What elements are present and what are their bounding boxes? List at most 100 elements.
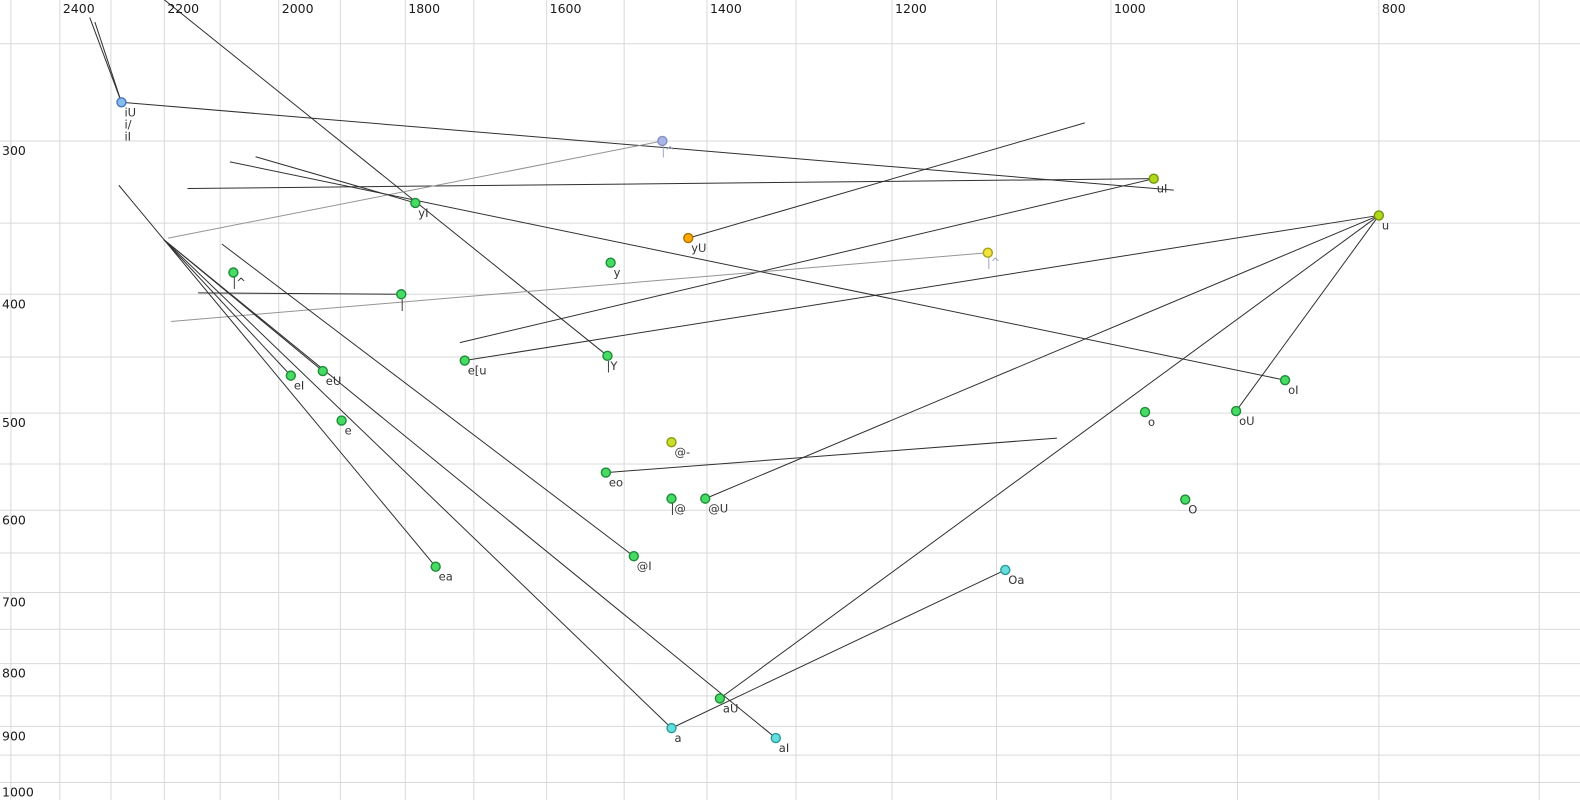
trajectory-line-6 <box>163 0 608 357</box>
trajectory-line-21 <box>605 437 1057 474</box>
x-tick-label-1000: 1000 <box>1114 1 1146 16</box>
y-tick-label-800: 800 <box>2 666 26 681</box>
x-tick-label-2200: 2200 <box>167 1 199 16</box>
x-tick-label-1600: 1600 <box>550 1 582 16</box>
x-tick-label-1200: 1200 <box>895 1 927 16</box>
point-label-|: | <box>400 297 404 311</box>
point-label-aI: aI <box>779 741 789 755</box>
point-label-iI: iI <box>124 129 131 143</box>
point-label-aU: aU <box>723 701 738 715</box>
x-tick-label-800: 800 <box>1382 1 1406 16</box>
point-label-|^: |^ <box>661 144 675 158</box>
point-label-eI: eI <box>294 379 304 393</box>
point-marker-e[interactable] <box>336 415 347 426</box>
point-label-@U: @U <box>708 502 728 516</box>
point-marker-|[interactable] <box>396 289 407 300</box>
x-tick-label-1800: 1800 <box>408 1 440 16</box>
point-marker-y[interactable] <box>605 257 616 268</box>
y-tick-label-600: 600 <box>2 512 26 527</box>
trajectory-line-18 <box>705 214 1380 500</box>
point-marker-|^[interactable] <box>228 267 239 278</box>
point-label-Oa: Oa <box>1008 573 1024 587</box>
point-label-|^: |^ <box>232 275 246 289</box>
trajectory-line-5 <box>255 156 416 204</box>
x-tick-label-2000: 2000 <box>282 1 314 16</box>
trajectory-line-10 <box>198 292 402 295</box>
trajectory-line-20 <box>1235 215 1380 412</box>
point-label-|Y: |Y <box>606 359 618 373</box>
point-label-o: o <box>1148 415 1155 429</box>
point-marker-aU[interactable] <box>714 693 726 704</box>
point-marker-aI[interactable] <box>770 732 782 744</box>
point-label-|^: |^ <box>987 256 1001 270</box>
trajectory-line-9 <box>170 252 988 323</box>
trajectory-line-4 <box>459 178 1154 344</box>
point-label-i/: i/ <box>124 117 131 131</box>
point-marker-|^[interactable] <box>982 247 994 258</box>
point-label-eU: eU <box>326 374 342 388</box>
point-marker-@-[interactable] <box>666 436 677 448</box>
point-label-e: e <box>345 424 352 438</box>
point-marker-eU[interactable] <box>317 365 328 377</box>
point-marker-|^[interactable] <box>657 135 668 147</box>
point-marker-@U[interactable] <box>700 493 711 504</box>
y-tick-label-500: 500 <box>2 415 26 430</box>
point-label-u: u <box>1382 218 1389 232</box>
x-tick-label-1400: 1400 <box>710 1 742 16</box>
point-marker-Oa[interactable] <box>1000 564 1011 576</box>
point-label-ea: ea <box>439 570 453 584</box>
trajectory-line-17 <box>464 214 1379 362</box>
point-label-a: a <box>674 731 681 745</box>
x-tick-label-2400: 2400 <box>63 1 95 16</box>
trajectory-line-23 <box>671 569 1006 729</box>
point-marker-iU[interactable] <box>116 97 127 108</box>
trajectory-line-14 <box>163 239 777 739</box>
point-marker-yU[interactable] <box>683 232 694 244</box>
point-label-iU: iU <box>124 105 136 119</box>
point-marker-e[u[interactable] <box>459 355 470 366</box>
trajectory-line-1 <box>94 21 122 103</box>
point-marker-o[interactable] <box>1139 406 1151 418</box>
trajectory-line-3 <box>187 178 1154 190</box>
point-marker-yI[interactable] <box>410 197 421 209</box>
point-marker-|Y[interactable] <box>602 350 613 362</box>
y-tick-label-900: 900 <box>2 728 26 743</box>
trajectory-line-15 <box>118 184 437 568</box>
point-marker-@I[interactable] <box>628 551 639 562</box>
point-marker-O[interactable] <box>1180 494 1191 505</box>
point-marker-eI[interactable] <box>285 370 297 381</box>
trajectory-line-7 <box>688 122 1085 239</box>
point-label-@-: @- <box>674 445 690 459</box>
point-marker-oU[interactable] <box>1230 405 1242 417</box>
trajectory-line-19 <box>719 215 1380 699</box>
point-marker-eo[interactable] <box>600 467 612 478</box>
point-label-y: y <box>614 266 621 280</box>
y-tick-label-400: 400 <box>2 296 26 311</box>
point-label-e[u: e[u <box>468 364 487 378</box>
point-marker-u[interactable] <box>1373 210 1385 221</box>
y-tick-label-700: 700 <box>2 594 26 609</box>
point-marker-uI[interactable] <box>1148 173 1159 184</box>
point-marker-|@[interactable] <box>666 493 677 504</box>
y-tick-label-300: 300 <box>2 143 26 158</box>
trajectory-line-22 <box>229 161 1286 381</box>
y-tick-label-1000: 1000 <box>2 784 34 799</box>
point-label-@I: @I <box>637 559 652 573</box>
point-label-|@: |@ <box>670 502 685 516</box>
point-label-oU: oU <box>1239 414 1254 428</box>
trajectory-line-11 <box>163 239 292 376</box>
point-label-uI: uI <box>1157 182 1168 196</box>
point-marker-ea[interactable] <box>430 561 441 572</box>
point-label-yU: yU <box>691 241 706 255</box>
point-label-eo: eo <box>609 476 623 490</box>
trajectory-line-0 <box>89 17 122 103</box>
point-marker-oI[interactable] <box>1279 374 1291 386</box>
point-label-O: O <box>1188 503 1197 517</box>
point-marker-a[interactable] <box>666 722 677 734</box>
trajectory-line-2 <box>121 101 1174 191</box>
point-label-oI: oI <box>1288 383 1298 397</box>
point-label-yI: yI <box>418 206 428 220</box>
trajectory-line-13 <box>163 239 672 729</box>
